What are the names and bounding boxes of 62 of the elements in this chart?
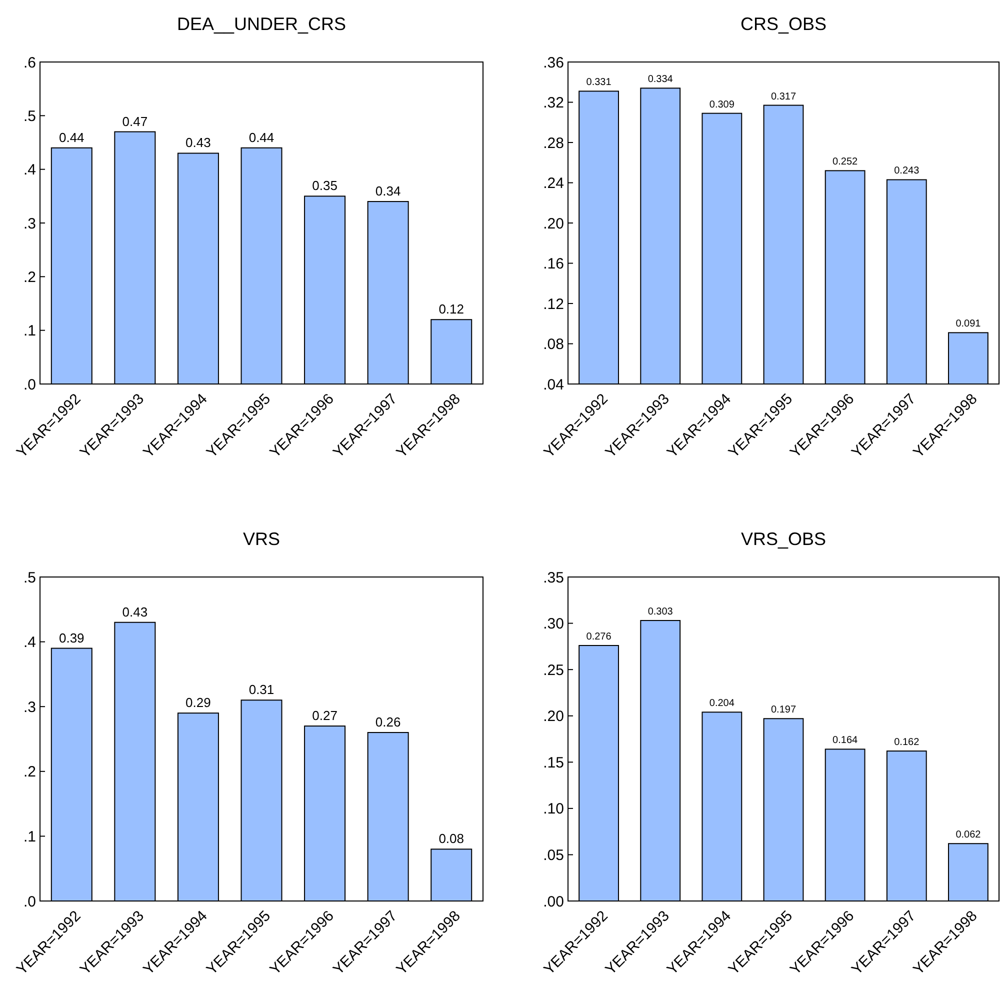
y-tick-label: .32 (543, 94, 564, 112)
y-tick-label: .0 (23, 893, 36, 910)
y-tick-label: .16 (543, 256, 564, 272)
y-tick-label: .20 (543, 708, 564, 726)
y-tick-label: .15 (543, 754, 564, 772)
data-label: 0.47 (122, 114, 148, 129)
y-tick-label: .2 (23, 764, 36, 781)
y-tick-label: .35 (543, 569, 564, 586)
y-tick-label: .04 (543, 376, 564, 394)
data-label: 0.34 (375, 184, 401, 199)
data-label: 0.303 (648, 606, 674, 618)
y-tick-label: .00 (543, 893, 564, 910)
y-tick-label: .6 (23, 54, 36, 72)
y-tick-label: .30 (543, 616, 564, 633)
y-tick-label: .20 (543, 215, 564, 232)
y-tick-label: .4 (23, 162, 36, 179)
y-tick-label: .24 (543, 175, 564, 192)
data-label: 0.12 (438, 302, 464, 317)
y-tick-label: .12 (543, 296, 564, 313)
data-label: 0.334 (648, 74, 674, 86)
y-tick-label: .2 (23, 268, 36, 286)
chart-title: DEA__UNDER_CRS (176, 14, 346, 34)
data-label: 0.26 (375, 714, 401, 730)
data-label: 0.317 (770, 91, 796, 102)
y-tick-label: .5 (23, 569, 36, 586)
y-tick-label: .3 (23, 698, 36, 716)
y-tick-label: .25 (543, 662, 564, 679)
chart-title: VRS (242, 529, 280, 549)
data-label: 0.27 (312, 708, 338, 724)
data-label: 0.164 (832, 735, 858, 746)
chart-title: CRS_OBS (740, 14, 827, 34)
y-tick-label: .05 (543, 846, 564, 864)
y-tick-label: .28 (543, 134, 564, 152)
y-tick-label: .10 (543, 800, 564, 818)
data-label: 0.243 (894, 166, 920, 177)
data-label: 0.43 (186, 135, 211, 150)
data-label: 0.44 (58, 130, 84, 145)
data-label: 0.204 (709, 698, 735, 710)
data-label: 0.44 (248, 130, 274, 145)
data-label: 0.252 (832, 156, 858, 168)
y-tick-label: .08 (543, 336, 564, 353)
data-label: 0.29 (186, 695, 211, 710)
y-tick-label: .5 (23, 108, 36, 125)
data-label: 0.331 (586, 77, 612, 88)
data-label: 0.08 (438, 831, 464, 846)
data-label: 0.35 (312, 178, 338, 194)
data-label: 0.162 (894, 737, 920, 748)
data-label: 0.276 (586, 632, 612, 643)
y-tick-label: .1 (23, 828, 36, 846)
data-label: 0.39 (58, 630, 84, 646)
y-tick-label: .36 (543, 54, 564, 72)
y-tick-label: .0 (23, 376, 36, 394)
data-label: 0.197 (770, 704, 796, 716)
data-label: 0.31 (248, 682, 274, 698)
data-label: 0.43 (122, 604, 148, 620)
data-label: 0.062 (956, 830, 982, 841)
data-label: 0.091 (956, 318, 982, 330)
y-tick-label: .4 (23, 634, 36, 652)
data-label: 0.309 (709, 99, 735, 110)
y-tick-label: .3 (23, 215, 36, 232)
chart-title: VRS_OBS (740, 529, 826, 549)
y-tick-label: .1 (23, 322, 36, 340)
